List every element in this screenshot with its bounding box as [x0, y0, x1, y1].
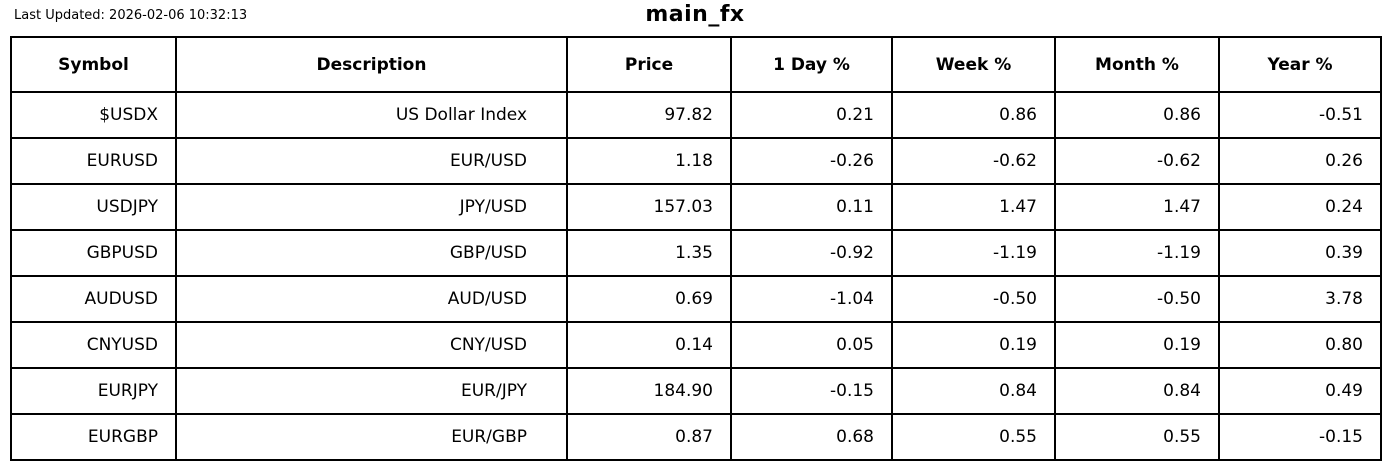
- price-cell: 0.14: [566, 321, 732, 369]
- day-change-cell: -0.26: [730, 137, 893, 185]
- price-cell: 184.90: [566, 367, 732, 415]
- price-cell: 1.18: [566, 137, 732, 185]
- week-change-cell: 0.19: [891, 321, 1056, 369]
- table-row: GBPUSD GBP/USD 1.35 -0.92 -1.19 -1.19 0.…: [10, 229, 1382, 277]
- year-change-cell: -0.51: [1218, 91, 1382, 139]
- description-cell: AUD/USD: [175, 275, 568, 323]
- week-change-cell: -1.19: [891, 229, 1056, 277]
- table-row: CNYUSD CNY/USD 0.14 0.05 0.19 0.19 0.80: [10, 321, 1382, 369]
- column-header-year: Year %: [1218, 36, 1382, 93]
- year-change-cell: 3.78: [1218, 275, 1382, 323]
- price-cell: 0.69: [566, 275, 732, 323]
- price-cell: 0.87: [566, 413, 732, 461]
- column-header-price: Price: [566, 36, 732, 93]
- month-change-cell: 0.86: [1054, 91, 1220, 139]
- header-row: Symbol Description Price 1 Day % Week % …: [10, 36, 1382, 93]
- year-change-cell: 0.26: [1218, 137, 1382, 185]
- year-change-cell: 0.24: [1218, 183, 1382, 231]
- year-change-cell: 0.80: [1218, 321, 1382, 369]
- day-change-cell: 0.68: [730, 413, 893, 461]
- table-row: EURUSD EUR/USD 1.18 -0.26 -0.62 -0.62 0.…: [10, 137, 1382, 185]
- symbol-cell: EURGBP: [10, 413, 177, 461]
- description-cell: GBP/USD: [175, 229, 568, 277]
- description-cell: US Dollar Index: [175, 91, 568, 139]
- day-change-cell: 0.05: [730, 321, 893, 369]
- week-change-cell: -0.50: [891, 275, 1056, 323]
- day-change-cell: 0.11: [730, 183, 893, 231]
- symbol-cell: EURJPY: [10, 367, 177, 415]
- month-change-cell: -0.62: [1054, 137, 1220, 185]
- table-row: AUDUSD AUD/USD 0.69 -1.04 -0.50 -0.50 3.…: [10, 275, 1382, 323]
- price-cell: 1.35: [566, 229, 732, 277]
- description-cell: EUR/GBP: [175, 413, 568, 461]
- symbol-cell: AUDUSD: [10, 275, 177, 323]
- page-title: main_fx: [645, 2, 745, 27]
- price-cell: 157.03: [566, 183, 732, 231]
- month-change-cell: -1.19: [1054, 229, 1220, 277]
- week-change-cell: 0.55: [891, 413, 1056, 461]
- week-change-cell: 1.47: [891, 183, 1056, 231]
- table-row: EURJPY EUR/JPY 184.90 -0.15 0.84 0.84 0.…: [10, 367, 1382, 415]
- month-change-cell: 1.47: [1054, 183, 1220, 231]
- month-change-cell: 0.84: [1054, 367, 1220, 415]
- symbol-cell: GBPUSD: [10, 229, 177, 277]
- week-change-cell: -0.62: [891, 137, 1056, 185]
- fx-table: Symbol Description Price 1 Day % Week % …: [10, 36, 1382, 461]
- column-header-description: Description: [175, 36, 568, 93]
- month-change-cell: 0.55: [1054, 413, 1220, 461]
- description-cell: JPY/USD: [175, 183, 568, 231]
- description-cell: CNY/USD: [175, 321, 568, 369]
- year-change-cell: 0.39: [1218, 229, 1382, 277]
- table-row: EURGBP EUR/GBP 0.87 0.68 0.55 0.55 -0.15: [10, 413, 1382, 461]
- table-row: USDJPY JPY/USD 157.03 0.11 1.47 1.47 0.2…: [10, 183, 1382, 231]
- month-change-cell: -0.50: [1054, 275, 1220, 323]
- day-change-cell: -0.92: [730, 229, 893, 277]
- table-row: $USDX US Dollar Index 97.82 0.21 0.86 0.…: [10, 91, 1382, 139]
- column-header-month: Month %: [1054, 36, 1220, 93]
- day-change-cell: -1.04: [730, 275, 893, 323]
- column-header-symbol: Symbol: [10, 36, 177, 93]
- symbol-cell: EURUSD: [10, 137, 177, 185]
- symbol-cell: $USDX: [10, 91, 177, 139]
- column-header-1day: 1 Day %: [730, 36, 893, 93]
- day-change-cell: -0.15: [730, 367, 893, 415]
- week-change-cell: 0.84: [891, 367, 1056, 415]
- column-header-week: Week %: [891, 36, 1056, 93]
- description-cell: EUR/USD: [175, 137, 568, 185]
- month-change-cell: 0.19: [1054, 321, 1220, 369]
- week-change-cell: 0.86: [891, 91, 1056, 139]
- last-updated-label: Last Updated: 2026-02-06 10:32:13: [14, 8, 248, 23]
- description-cell: EUR/JPY: [175, 367, 568, 415]
- symbol-cell: CNYUSD: [10, 321, 177, 369]
- price-cell: 97.82: [566, 91, 732, 139]
- symbol-cell: USDJPY: [10, 183, 177, 231]
- day-change-cell: 0.21: [730, 91, 893, 139]
- year-change-cell: -0.15: [1218, 413, 1382, 461]
- year-change-cell: 0.49: [1218, 367, 1382, 415]
